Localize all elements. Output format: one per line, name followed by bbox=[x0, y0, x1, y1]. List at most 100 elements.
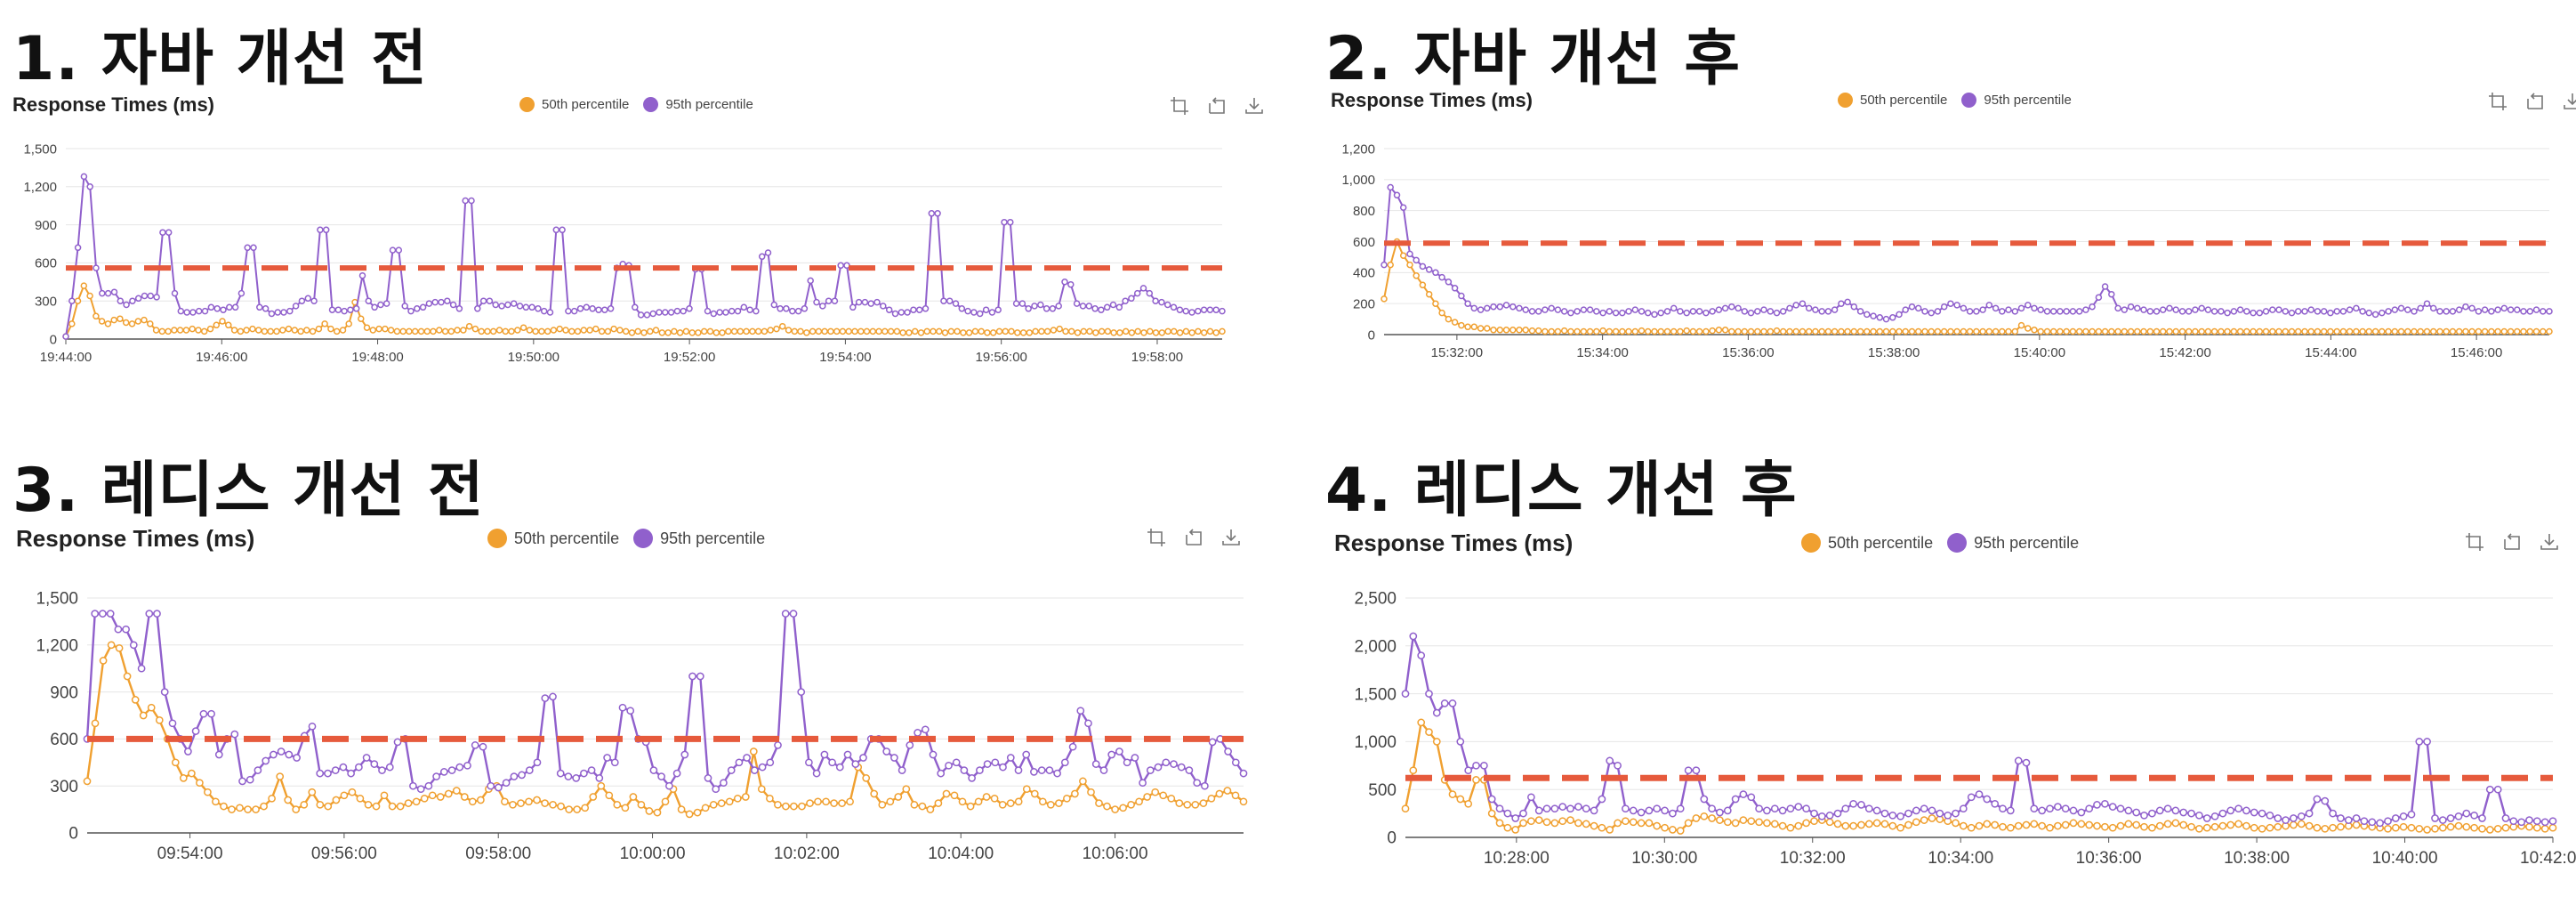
data-point-p50 bbox=[115, 643, 124, 652]
data-point-p50 bbox=[1111, 805, 1119, 813]
data-point-p95 bbox=[1503, 809, 1512, 818]
data-point-p50 bbox=[2124, 820, 2133, 828]
data-point-p95 bbox=[934, 210, 941, 217]
y-tick-label: 2,000 bbox=[1354, 637, 1397, 656]
data-point-p95 bbox=[549, 692, 557, 701]
data-point-p50 bbox=[899, 329, 906, 336]
legend-item-p95[interactable]: 95th percentile bbox=[1961, 93, 2072, 108]
data-point-p50 bbox=[1960, 327, 1968, 335]
data-point-p50 bbox=[460, 327, 467, 334]
data-point-p95 bbox=[915, 306, 923, 313]
data-point-p95 bbox=[2155, 806, 2164, 815]
data-point-p50 bbox=[1934, 327, 1942, 335]
data-point-p50 bbox=[1920, 816, 1928, 824]
data-point-p50 bbox=[2329, 823, 2337, 832]
data-point-p95 bbox=[2017, 304, 2025, 312]
data-point-p50 bbox=[846, 797, 854, 806]
data-point-p50 bbox=[893, 327, 901, 335]
legend-item-p50[interactable]: 50th percentile bbox=[1838, 93, 1947, 108]
data-point-p50 bbox=[1637, 819, 1646, 828]
data-point-p95 bbox=[1458, 292, 1465, 300]
data-point-p50 bbox=[1953, 327, 1960, 335]
data-point-p95 bbox=[207, 709, 215, 718]
data-point-p95 bbox=[280, 309, 287, 316]
data-point-p50 bbox=[1030, 789, 1039, 798]
crop-icon[interactable] bbox=[1169, 95, 1190, 117]
data-point-p95 bbox=[106, 610, 115, 618]
data-point-p95 bbox=[813, 298, 820, 306]
data-point-p50 bbox=[2132, 820, 2141, 829]
data-point-p50 bbox=[369, 327, 377, 334]
legend-item-p50[interactable]: 50th percentile bbox=[519, 97, 629, 112]
data-point-p50 bbox=[2365, 327, 2373, 335]
crop-icon[interactable] bbox=[1146, 527, 1167, 548]
data-point-p50 bbox=[2046, 823, 2054, 832]
data-point-p50 bbox=[2391, 823, 2400, 832]
data-point-p95 bbox=[1586, 306, 1594, 313]
crop-icon[interactable] bbox=[2464, 531, 2485, 553]
data-point-p95 bbox=[334, 306, 342, 313]
data-point-p50 bbox=[2005, 327, 2012, 335]
reset-zoom-icon[interactable] bbox=[1206, 95, 1228, 117]
data-point-p95 bbox=[2057, 308, 2064, 315]
data-point-p95 bbox=[183, 309, 190, 316]
data-point-p50 bbox=[93, 312, 100, 320]
data-point-p50 bbox=[309, 327, 317, 335]
data-point-p95 bbox=[129, 297, 136, 304]
legend-item-p50[interactable]: 50th percentile bbox=[487, 529, 619, 548]
data-point-p95 bbox=[880, 303, 887, 310]
data-point-p50 bbox=[364, 800, 373, 809]
data-point-p95 bbox=[2187, 809, 2195, 818]
reset-zoom-icon[interactable] bbox=[2524, 91, 2546, 112]
data-point-p95 bbox=[770, 301, 778, 309]
data-point-p50 bbox=[766, 794, 774, 803]
data-point-p95 bbox=[1509, 303, 1517, 311]
data-point-p50 bbox=[1560, 327, 1568, 335]
data-point-p95 bbox=[2321, 796, 2330, 805]
legend-item-p95[interactable]: 95th percentile bbox=[1947, 533, 2079, 553]
crop-icon[interactable] bbox=[2487, 91, 2508, 112]
data-point-p50 bbox=[1401, 804, 1410, 813]
data-point-p95 bbox=[1490, 303, 1497, 311]
download-icon[interactable] bbox=[1244, 95, 1265, 117]
data-point-p95 bbox=[921, 725, 930, 734]
data-point-p95 bbox=[1550, 804, 1559, 813]
reset-zoom-icon[interactable] bbox=[1183, 527, 1204, 548]
data-point-p50 bbox=[574, 327, 582, 335]
data-point-p95 bbox=[352, 305, 360, 312]
download-icon[interactable] bbox=[1220, 527, 1242, 548]
data-point-p50 bbox=[1638, 327, 1646, 335]
data-point-p95 bbox=[758, 763, 767, 772]
data-point-p50 bbox=[1849, 821, 1857, 830]
data-point-p50 bbox=[1721, 327, 1729, 334]
data-point-p95 bbox=[226, 303, 233, 311]
data-point-p95 bbox=[994, 306, 1002, 313]
legend-item-p95[interactable]: 95th percentile bbox=[633, 529, 765, 548]
data-point-p50 bbox=[2548, 823, 2557, 832]
download-icon[interactable] bbox=[2562, 91, 2576, 112]
data-point-p50 bbox=[1619, 327, 1626, 335]
data-point-p50 bbox=[1741, 327, 1749, 335]
series-line-p50 bbox=[1383, 238, 2549, 333]
legend-item-p95[interactable]: 95th percentile bbox=[643, 97, 753, 112]
data-point-p95 bbox=[1534, 308, 1542, 315]
data-point-p50 bbox=[910, 800, 919, 809]
reset-zoom-icon[interactable] bbox=[2501, 531, 2523, 553]
data-point-p50 bbox=[1050, 327, 1058, 334]
data-point-p50 bbox=[2082, 327, 2089, 335]
data-point-p95 bbox=[122, 625, 130, 634]
data-point-p95 bbox=[1882, 315, 1890, 323]
data-point-p95 bbox=[393, 738, 402, 747]
data-point-p50 bbox=[894, 793, 903, 801]
data-point-p50 bbox=[182, 327, 190, 334]
data-point-p50 bbox=[1381, 295, 1388, 303]
data-point-p50 bbox=[1663, 327, 1671, 335]
download-icon[interactable] bbox=[2539, 531, 2560, 553]
data-point-p50 bbox=[2069, 327, 2077, 335]
data-point-p50 bbox=[661, 797, 670, 806]
legend-item-p50[interactable]: 50th percentile bbox=[1801, 533, 1933, 553]
data-point-p50 bbox=[454, 327, 461, 334]
data-point-p95 bbox=[1760, 306, 1767, 313]
data-point-p95 bbox=[535, 305, 542, 312]
data-point-p50 bbox=[2089, 327, 2096, 335]
